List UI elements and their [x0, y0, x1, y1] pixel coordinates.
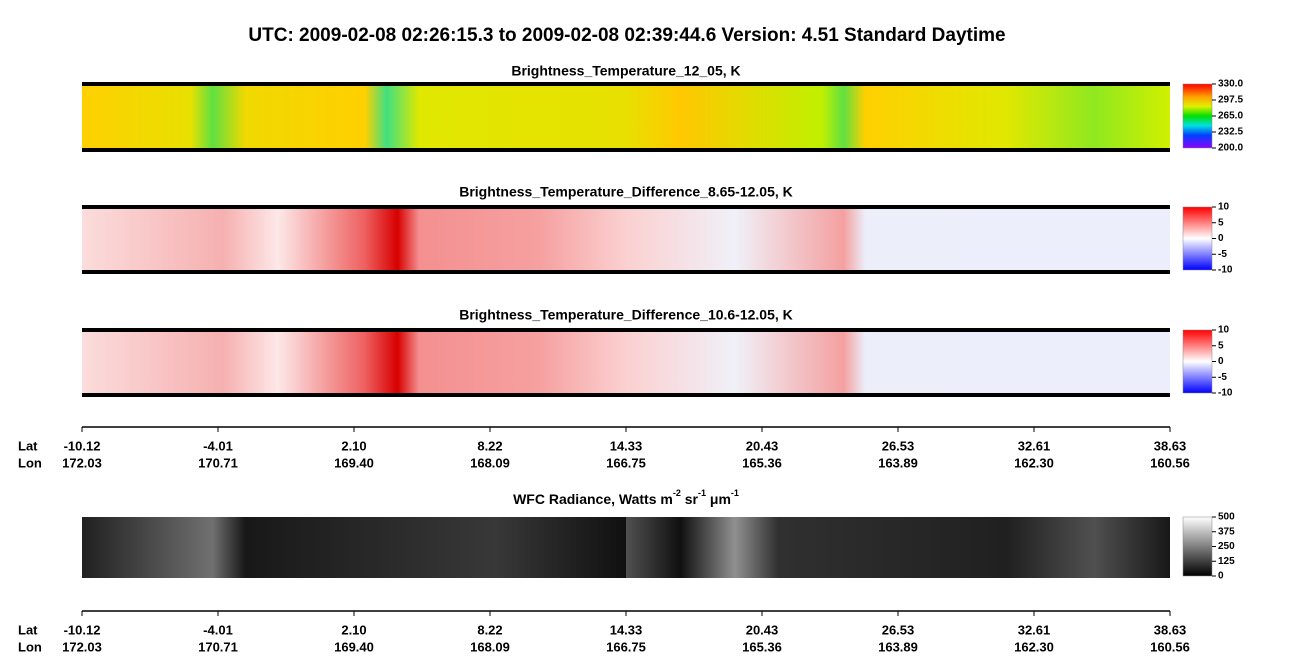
lon-value: 169.40	[334, 639, 374, 654]
title-part: -1	[698, 488, 706, 498]
swath-image	[82, 330, 1170, 395]
lon-value: 169.40	[334, 455, 374, 470]
swath-edge	[82, 328, 1170, 332]
colorbar-tick-label: 330.0	[1218, 79, 1243, 90]
lon-value: 162.30	[1014, 455, 1054, 470]
lat-value: -4.01	[203, 438, 233, 453]
colorbar-tick-label: 0	[1218, 571, 1224, 582]
lat-value: 26.53	[882, 622, 915, 637]
colorbar-tick-label: 200.0	[1218, 143, 1243, 154]
swath-edge	[82, 82, 1170, 86]
lon-value: 166.75	[606, 455, 646, 470]
lat-value: 2.10	[341, 622, 366, 637]
panel-title: WFC Radiance, Watts m-2 sr-1 μm-1	[513, 488, 739, 506]
colorbar-tick-label: 265.0	[1218, 111, 1243, 122]
swath-image	[82, 84, 1170, 150]
lat-value: 14.33	[610, 622, 643, 637]
page-title: UTC: 2009-02-08 02:26:15.3 to 2009-02-08…	[248, 25, 1005, 46]
lat-value: -10.12	[64, 438, 101, 453]
lon-value: 163.89	[878, 455, 918, 470]
lat-value: 14.33	[610, 438, 643, 453]
lon-value: 166.75	[606, 639, 646, 654]
lat-value: -10.12	[64, 622, 101, 637]
lon-value: 163.89	[878, 639, 918, 654]
panel-title: Brightness_Temperature_Difference_8.65-1…	[459, 184, 793, 200]
colorbar-tick-label: 0	[1218, 233, 1224, 244]
lat-label: Lat	[18, 438, 38, 453]
lon-value: 165.36	[742, 639, 782, 654]
colorbar-tick-label: 0	[1218, 356, 1224, 367]
lat-value: 26.53	[882, 438, 915, 453]
colorbar-tick-label: 10	[1218, 202, 1230, 213]
title-part: -2	[673, 488, 681, 498]
lat-value: 8.22	[477, 438, 502, 453]
colorbar-tick-label: 125	[1218, 556, 1235, 567]
colorbar	[1182, 329, 1213, 394]
lon-value: 170.71	[198, 455, 238, 470]
colorbar-tick-label: -10	[1218, 388, 1233, 399]
title-part: μm	[706, 491, 731, 507]
colorbar-tick-label: 5	[1218, 340, 1224, 351]
panel-title: Brightness_Temperature_12_05, K	[511, 63, 740, 79]
title-part: -1	[731, 488, 739, 498]
lat-value: -4.01	[203, 622, 233, 637]
lon-label: Lon	[18, 639, 42, 654]
swath-image	[82, 517, 1170, 578]
lon-label: Lon	[18, 455, 42, 470]
colorbar-tick-label: -5	[1218, 249, 1227, 260]
colorbar-tick-label: 297.5	[1218, 95, 1243, 106]
lat-value: 38.63	[1154, 438, 1187, 453]
lat-value: 32.61	[1018, 438, 1051, 453]
swath-edge	[82, 393, 1170, 397]
lon-value: 172.03	[62, 639, 102, 654]
colorbar-tick-label: -5	[1218, 372, 1227, 383]
swath-image	[82, 207, 1170, 272]
colorbar-tick-label: -10	[1218, 265, 1233, 276]
colorbar	[1182, 206, 1213, 271]
lat-value: 32.61	[1018, 622, 1051, 637]
lon-value: 168.09	[470, 455, 510, 470]
swath-edge	[82, 148, 1170, 152]
colorbar-tick-label: 10	[1218, 325, 1230, 336]
lon-value: 160.56	[1150, 639, 1190, 654]
lon-value: 168.09	[470, 639, 510, 654]
colorbar-tick-label: 5	[1218, 217, 1224, 228]
lat-label: Lat	[18, 622, 38, 637]
lat-value: 20.43	[746, 622, 779, 637]
colorbar-tick-label: 500	[1218, 512, 1235, 523]
lon-value: 165.36	[742, 455, 782, 470]
lon-value: 160.56	[1150, 455, 1190, 470]
lat-value: 20.43	[746, 438, 779, 453]
lon-value: 170.71	[198, 639, 238, 654]
colorbar	[1182, 83, 1213, 149]
colorbar-tick-label: 250	[1218, 541, 1235, 552]
colorbar	[1182, 516, 1213, 577]
lat-value: 2.10	[341, 438, 366, 453]
swath-edge	[82, 205, 1170, 209]
lat-value: 8.22	[477, 622, 502, 637]
lon-value: 172.03	[62, 455, 102, 470]
lat-value: 38.63	[1154, 622, 1187, 637]
title-part: sr	[681, 491, 699, 507]
panel-title: Brightness_Temperature_Difference_10.6-1…	[459, 307, 793, 323]
colorbar-tick-label: 232.5	[1218, 127, 1243, 138]
swath-edge	[82, 270, 1170, 274]
lon-value: 162.30	[1014, 639, 1054, 654]
title-part: WFC Radiance, Watts m	[513, 491, 673, 507]
colorbar-tick-label: 375	[1218, 526, 1235, 537]
